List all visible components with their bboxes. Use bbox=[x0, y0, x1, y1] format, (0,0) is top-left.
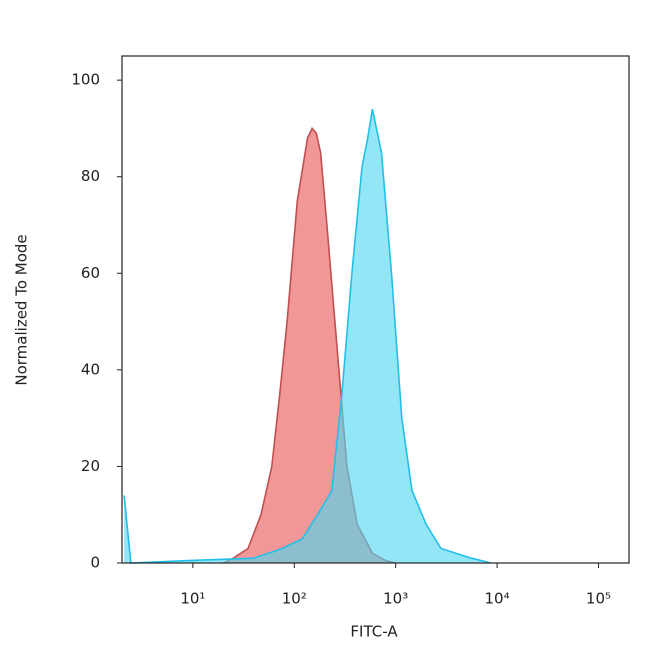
x-tick-label: 10⁴ bbox=[485, 590, 510, 608]
area-fill bbox=[124, 109, 491, 563]
y-tick-label: 60 bbox=[81, 264, 100, 282]
y-tick-label: 20 bbox=[81, 457, 100, 475]
y-tick-label: 80 bbox=[81, 167, 100, 185]
y-tick-label: 0 bbox=[90, 554, 100, 572]
x-tick-label: 10² bbox=[282, 590, 307, 608]
plot-frame bbox=[121, 55, 630, 564]
x-tick-label: 10⁵ bbox=[586, 590, 611, 608]
area-fill bbox=[223, 128, 396, 563]
y-tick-label: 40 bbox=[81, 360, 100, 378]
series-line bbox=[123, 108, 492, 564]
x-axis-label: FITC-A bbox=[350, 623, 398, 641]
x-tick-label: 10¹ bbox=[180, 590, 205, 608]
x-tick-label: 10³ bbox=[383, 590, 408, 608]
y-axis-label: Normalized To Mode bbox=[13, 234, 31, 385]
y-tick-label: 100 bbox=[71, 71, 100, 89]
